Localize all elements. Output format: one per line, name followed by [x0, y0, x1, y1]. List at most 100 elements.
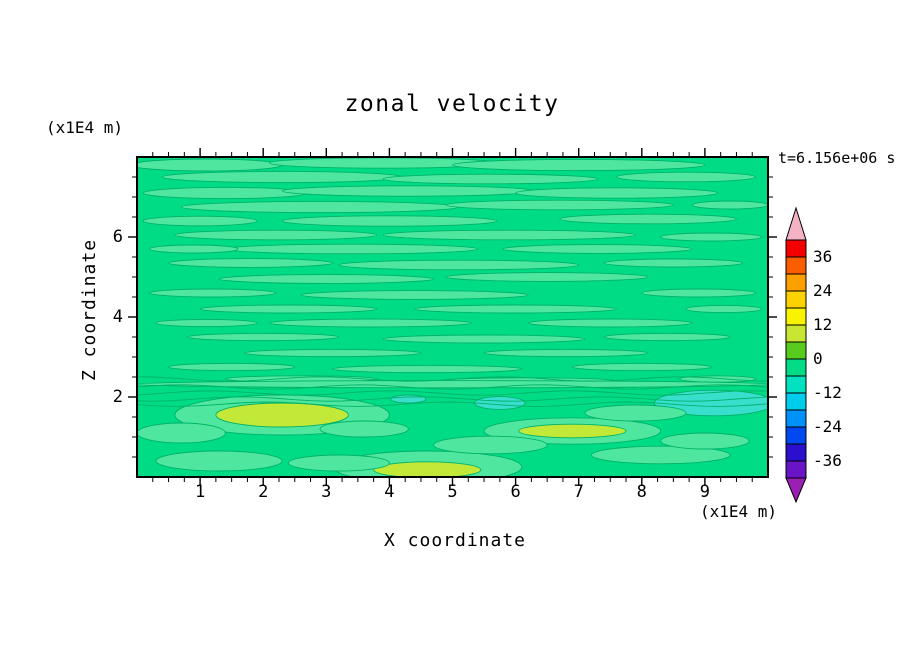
contour-band-g2: [168, 362, 296, 372]
contour-band-g2: [155, 318, 258, 328]
x-tick-label: 4: [384, 482, 394, 502]
contour-band-g2: [433, 435, 548, 455]
contour-band-g2: [338, 259, 580, 271]
colorbar-tick-label: 0: [813, 349, 823, 368]
contour-band-g2: [414, 304, 618, 314]
colorbar-tick-label: -12: [813, 383, 842, 402]
plot-frame: [136, 156, 769, 478]
y-axis-title: Z coordinate: [79, 239, 100, 381]
contour-band-g2: [616, 171, 756, 183]
x-tick-label: 3: [321, 482, 331, 502]
y-tick-label: 2: [113, 387, 123, 407]
colorbar-segment: [785, 443, 807, 462]
contour-band-c: [390, 394, 427, 404]
x-tick-labels: 1 2 3 4 5 6 7 8 9: [195, 482, 710, 502]
contour-band-g2: [319, 420, 409, 438]
x-axis-title: X coordinate: [384, 530, 526, 551]
contour-band-g2: [168, 258, 334, 268]
colorbar-segment: [785, 307, 807, 326]
colorbar-segment: [785, 358, 807, 377]
colorbar-tick-label: -36: [813, 451, 842, 470]
contour-line: [137, 390, 768, 396]
contour-band-g2: [137, 158, 283, 172]
contour-band-g2: [571, 362, 712, 372]
colorbar-tick-label: 24: [813, 281, 832, 300]
contour-band-g2: [685, 304, 763, 314]
contour-band-g2: [180, 200, 460, 214]
contour-band-g2: [382, 173, 599, 185]
contour-band-g2: [559, 213, 737, 225]
x-tick-label: 7: [574, 482, 584, 502]
contour-band-g2: [137, 422, 226, 444]
contour-band-g2: [281, 215, 498, 227]
colorbar-tick-label: 12: [813, 315, 832, 334]
x-tick-label: 6: [510, 482, 520, 502]
contour-band-g2: [603, 258, 744, 268]
y-tick-label: 6: [113, 227, 123, 247]
colorbar-segment: [785, 324, 807, 343]
contour-band-g2: [187, 332, 340, 342]
x-tick-label: 9: [700, 482, 710, 502]
contour-band-g2: [155, 450, 283, 472]
contour-band-g2: [584, 404, 687, 422]
chart-title: zonal velocity: [345, 91, 560, 117]
colorbar-segment: [785, 460, 807, 479]
contour-band-g2: [452, 158, 706, 172]
contour-field: [137, 157, 768, 477]
colorbar-segment: [785, 409, 807, 428]
colorbar-over-arrow: [785, 206, 807, 241]
x-tick-label: 8: [637, 482, 647, 502]
contour-band-g2: [224, 243, 479, 255]
contour-band-g2: [527, 318, 693, 328]
contour-line: [137, 401, 768, 407]
contour-band-y: [373, 461, 482, 477]
contour-band-g2: [590, 445, 731, 465]
contour-band-g2: [218, 274, 435, 284]
colorbar-tick-label: -24: [813, 417, 842, 436]
contour-band-g2: [660, 232, 763, 242]
contour-band-g2: [445, 272, 649, 282]
colorbar-segment: [785, 273, 807, 292]
contour-band-g2: [691, 200, 768, 210]
colorbar-segment: [785, 341, 807, 360]
contour-band-g2: [269, 318, 472, 328]
colorbar-segment: [785, 426, 807, 445]
contour-band-g2: [199, 304, 378, 314]
contour-band-g2: [603, 332, 731, 342]
contour-band-g2: [281, 185, 535, 197]
contour-band-g2: [300, 290, 529, 300]
colorbar-tick-label: 36: [813, 247, 832, 266]
contour-band-g2: [445, 199, 674, 211]
contour-band-g2: [142, 215, 258, 227]
contour-band-y: [518, 423, 627, 439]
colorbar: 36 24 12 0 -12 -24 -36: [785, 206, 842, 504]
contour-band-g2: [332, 364, 523, 374]
contour-band-g2: [149, 288, 277, 298]
contour-band-g2: [243, 348, 422, 358]
contour-line: [137, 384, 768, 390]
contour-band-c: [474, 396, 526, 410]
x-tick-label: 5: [447, 482, 457, 502]
time-label: t=6.156e+06 s: [778, 149, 895, 167]
contour-band-g2: [174, 229, 378, 241]
contour-band-g2: [660, 432, 750, 450]
contour-line: [137, 376, 768, 382]
contour-band-g2: [483, 348, 649, 358]
contour-band-g2: [515, 187, 718, 199]
contour-band-g2: [142, 186, 308, 200]
contour-band-g2: [641, 288, 756, 298]
x-tick-label: 1: [195, 482, 205, 502]
contour-band-g2: [287, 454, 390, 472]
colorbar-segment: [785, 290, 807, 309]
contour-band-y: [215, 402, 349, 428]
y-tick-labels: 2 4 6: [113, 227, 123, 407]
contour-band-g2: [502, 244, 693, 254]
colorbar-segment: [785, 375, 807, 394]
y-tick-label: 4: [113, 307, 123, 327]
y-axis-units-label: (x1E4 m): [46, 118, 123, 137]
x-axis-units-label: (x1E4 m): [700, 502, 777, 521]
contour-band-g2: [382, 229, 636, 241]
contour-band-g2: [137, 380, 768, 389]
